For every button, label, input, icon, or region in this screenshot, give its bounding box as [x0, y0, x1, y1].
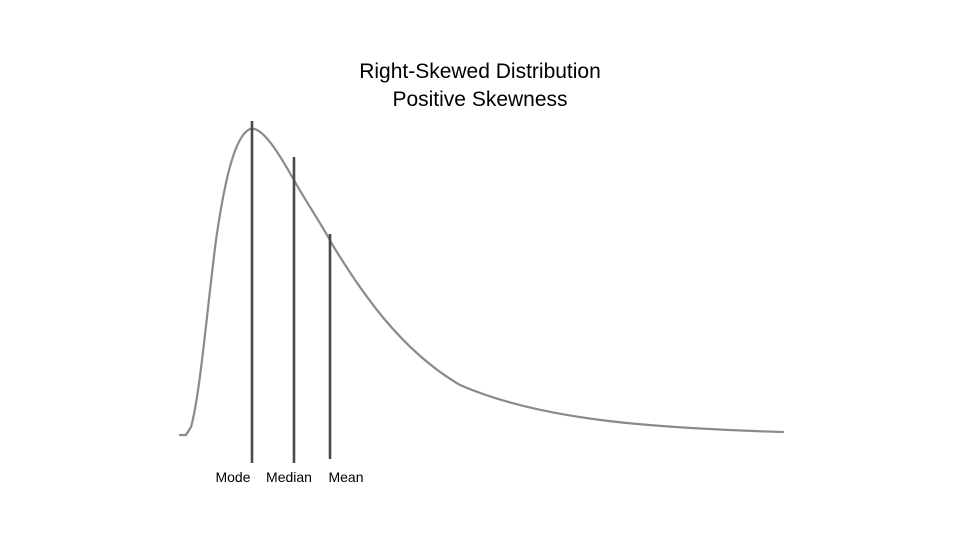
mode-label: Mode	[215, 469, 250, 485]
distribution-curve	[178, 127, 785, 437]
diagram-subtitle: Positive Skewness	[392, 88, 568, 111]
title-block: Right-Skewed Distribution Positive Skewn…	[0, 58, 960, 114]
diagram-title: Right-Skewed Distribution	[359, 60, 601, 83]
mean-label: Mean	[328, 469, 363, 485]
median-label: Median	[266, 469, 312, 485]
